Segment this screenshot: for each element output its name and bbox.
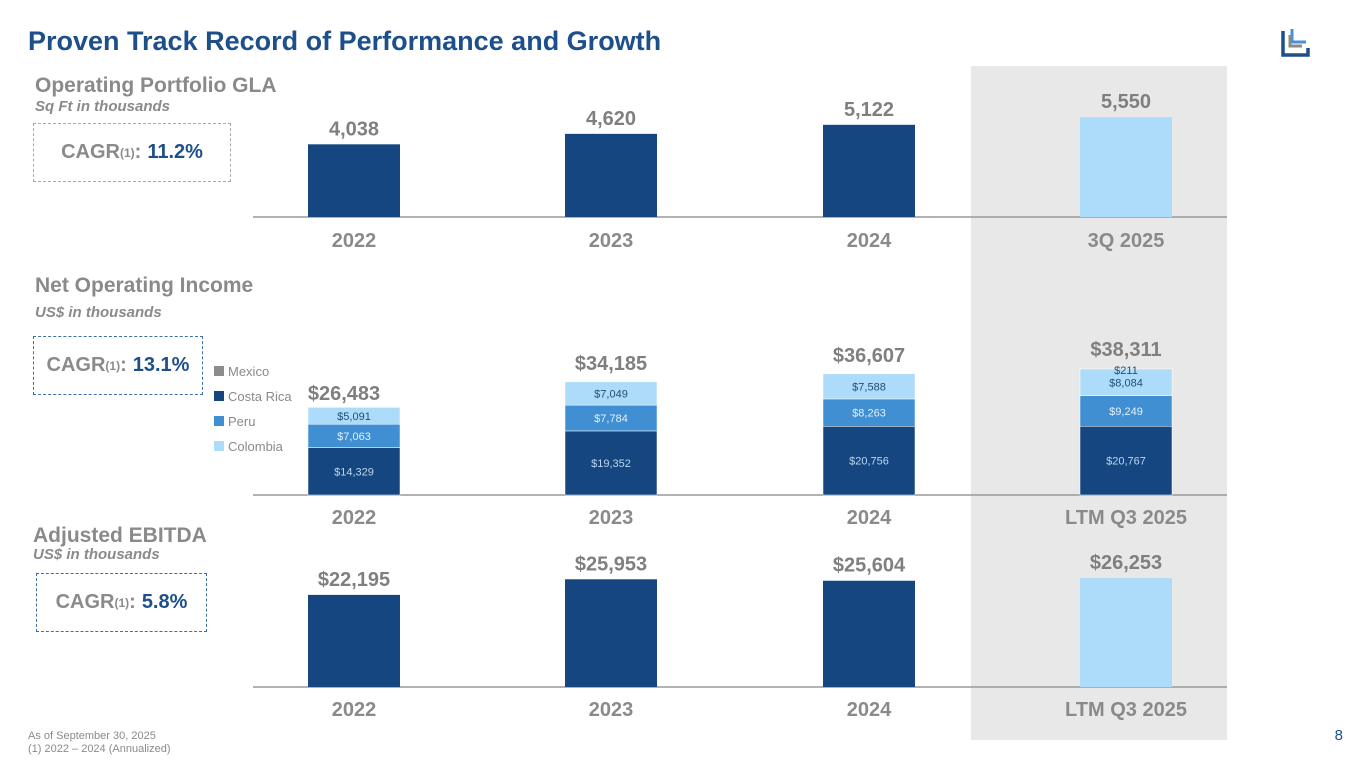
data-label: 5,122 [844,99,894,121]
data-label: $25,604 [833,555,906,577]
category-label: 3Q 2025 [1088,230,1165,252]
bar-segment-costa-rica [1079,426,1173,496]
legend-label: Colombia [228,439,284,454]
bar-segment-colombia [564,381,658,406]
segment-label: $7,784 [594,413,628,425]
legend-swatch [214,441,224,451]
category-label: 2024 [847,699,892,721]
segment-label: $7,049 [594,389,628,401]
bar-segment-colombia [1079,368,1173,396]
bar [565,579,657,687]
section-title-noi: Net Operating Income [35,274,254,297]
bar [565,133,657,217]
legend-swatch [214,416,224,426]
section-title-gla: Operating Portfolio GLA [35,74,277,97]
legend-swatch [214,391,224,401]
bar-segment-costa-rica [822,426,916,496]
section-subtitle-ebitda: US$ in thousands [33,546,160,563]
bar [1080,578,1172,687]
data-label: $26,253 [1090,552,1162,574]
footnote-cagr-note: (1) 2022 – 2024 (Annualized) [28,743,171,755]
segment-label: $20,767 [1106,456,1146,468]
legend-label: Peru [228,414,255,429]
segment-label: $8,084 [1109,377,1143,389]
legend-swatch [214,366,224,376]
section-subtitle-noi: US$ in thousands [35,304,162,321]
data-label: 5,550 [1101,91,1151,113]
total-label: $36,607 [833,345,905,367]
page-title: Proven Track Record of Performance and G… [28,26,662,56]
segment-label: $9,249 [1109,406,1143,418]
section-subtitle-gla: Sq Ft in thousands [35,98,170,115]
category-label: 2023 [589,507,634,529]
legend-label: Mexico [228,364,269,379]
category-label: 2022 [332,507,377,529]
logo-icon [1281,29,1310,57]
segment-label: $211 [1114,365,1138,377]
footnote-date: As of September 30, 2025 [28,730,156,742]
category-label: 2022 [332,230,377,252]
bar-segment-peru [564,404,658,432]
category-label: 2023 [589,230,634,252]
segment-label: $20,756 [849,456,889,468]
data-label: $22,195 [318,569,390,591]
footnote: As of September 30, 2025 (1) 2022 – 2024… [28,730,170,756]
category-label: 2022 [332,699,377,721]
bar-segment-costa-rica [564,430,658,496]
bar [823,580,915,687]
data-label: 4,620 [586,108,636,130]
data-label: 4,038 [329,118,379,140]
total-label: $26,483 [308,383,380,405]
total-label: $38,311 [1090,339,1161,361]
segment-label: $19,352 [591,458,631,470]
bar-segment-colombia [822,373,916,400]
bar [1080,117,1172,217]
segment-label: $5,091 [337,411,371,423]
category-label: LTM Q3 2025 [1065,507,1187,529]
segment-label: $7,588 [852,381,886,393]
category-label: 2024 [847,507,892,529]
category-label: LTM Q3 2025 [1065,699,1187,721]
total-label: $34,185 [575,353,647,375]
page-number: 8 [1334,727,1343,744]
segment-label: $7,063 [337,431,371,443]
category-label: 2023 [589,699,634,721]
segment-label: $14,329 [334,466,374,478]
cagr-box-noi: CAGR (1):13.1% [33,336,203,395]
cagr-box-gla: CAGR (1):11.2% [33,123,231,182]
bar-segment-mexico [1079,367,1173,370]
legend-label: Costa Rica [228,389,292,404]
bar-segment-peru [1079,395,1173,427]
cagr-box-ebitda: CAGR (1):5.8% [36,573,207,632]
bar [823,124,915,217]
segment-label: $8,263 [852,408,886,420]
section-title-ebitda: Adjusted EBITDA [33,524,207,547]
data-label: $25,953 [575,553,647,575]
category-label: 2024 [847,230,892,252]
bar [308,144,400,217]
bar-segment-colombia [307,407,401,425]
bar [308,594,400,687]
